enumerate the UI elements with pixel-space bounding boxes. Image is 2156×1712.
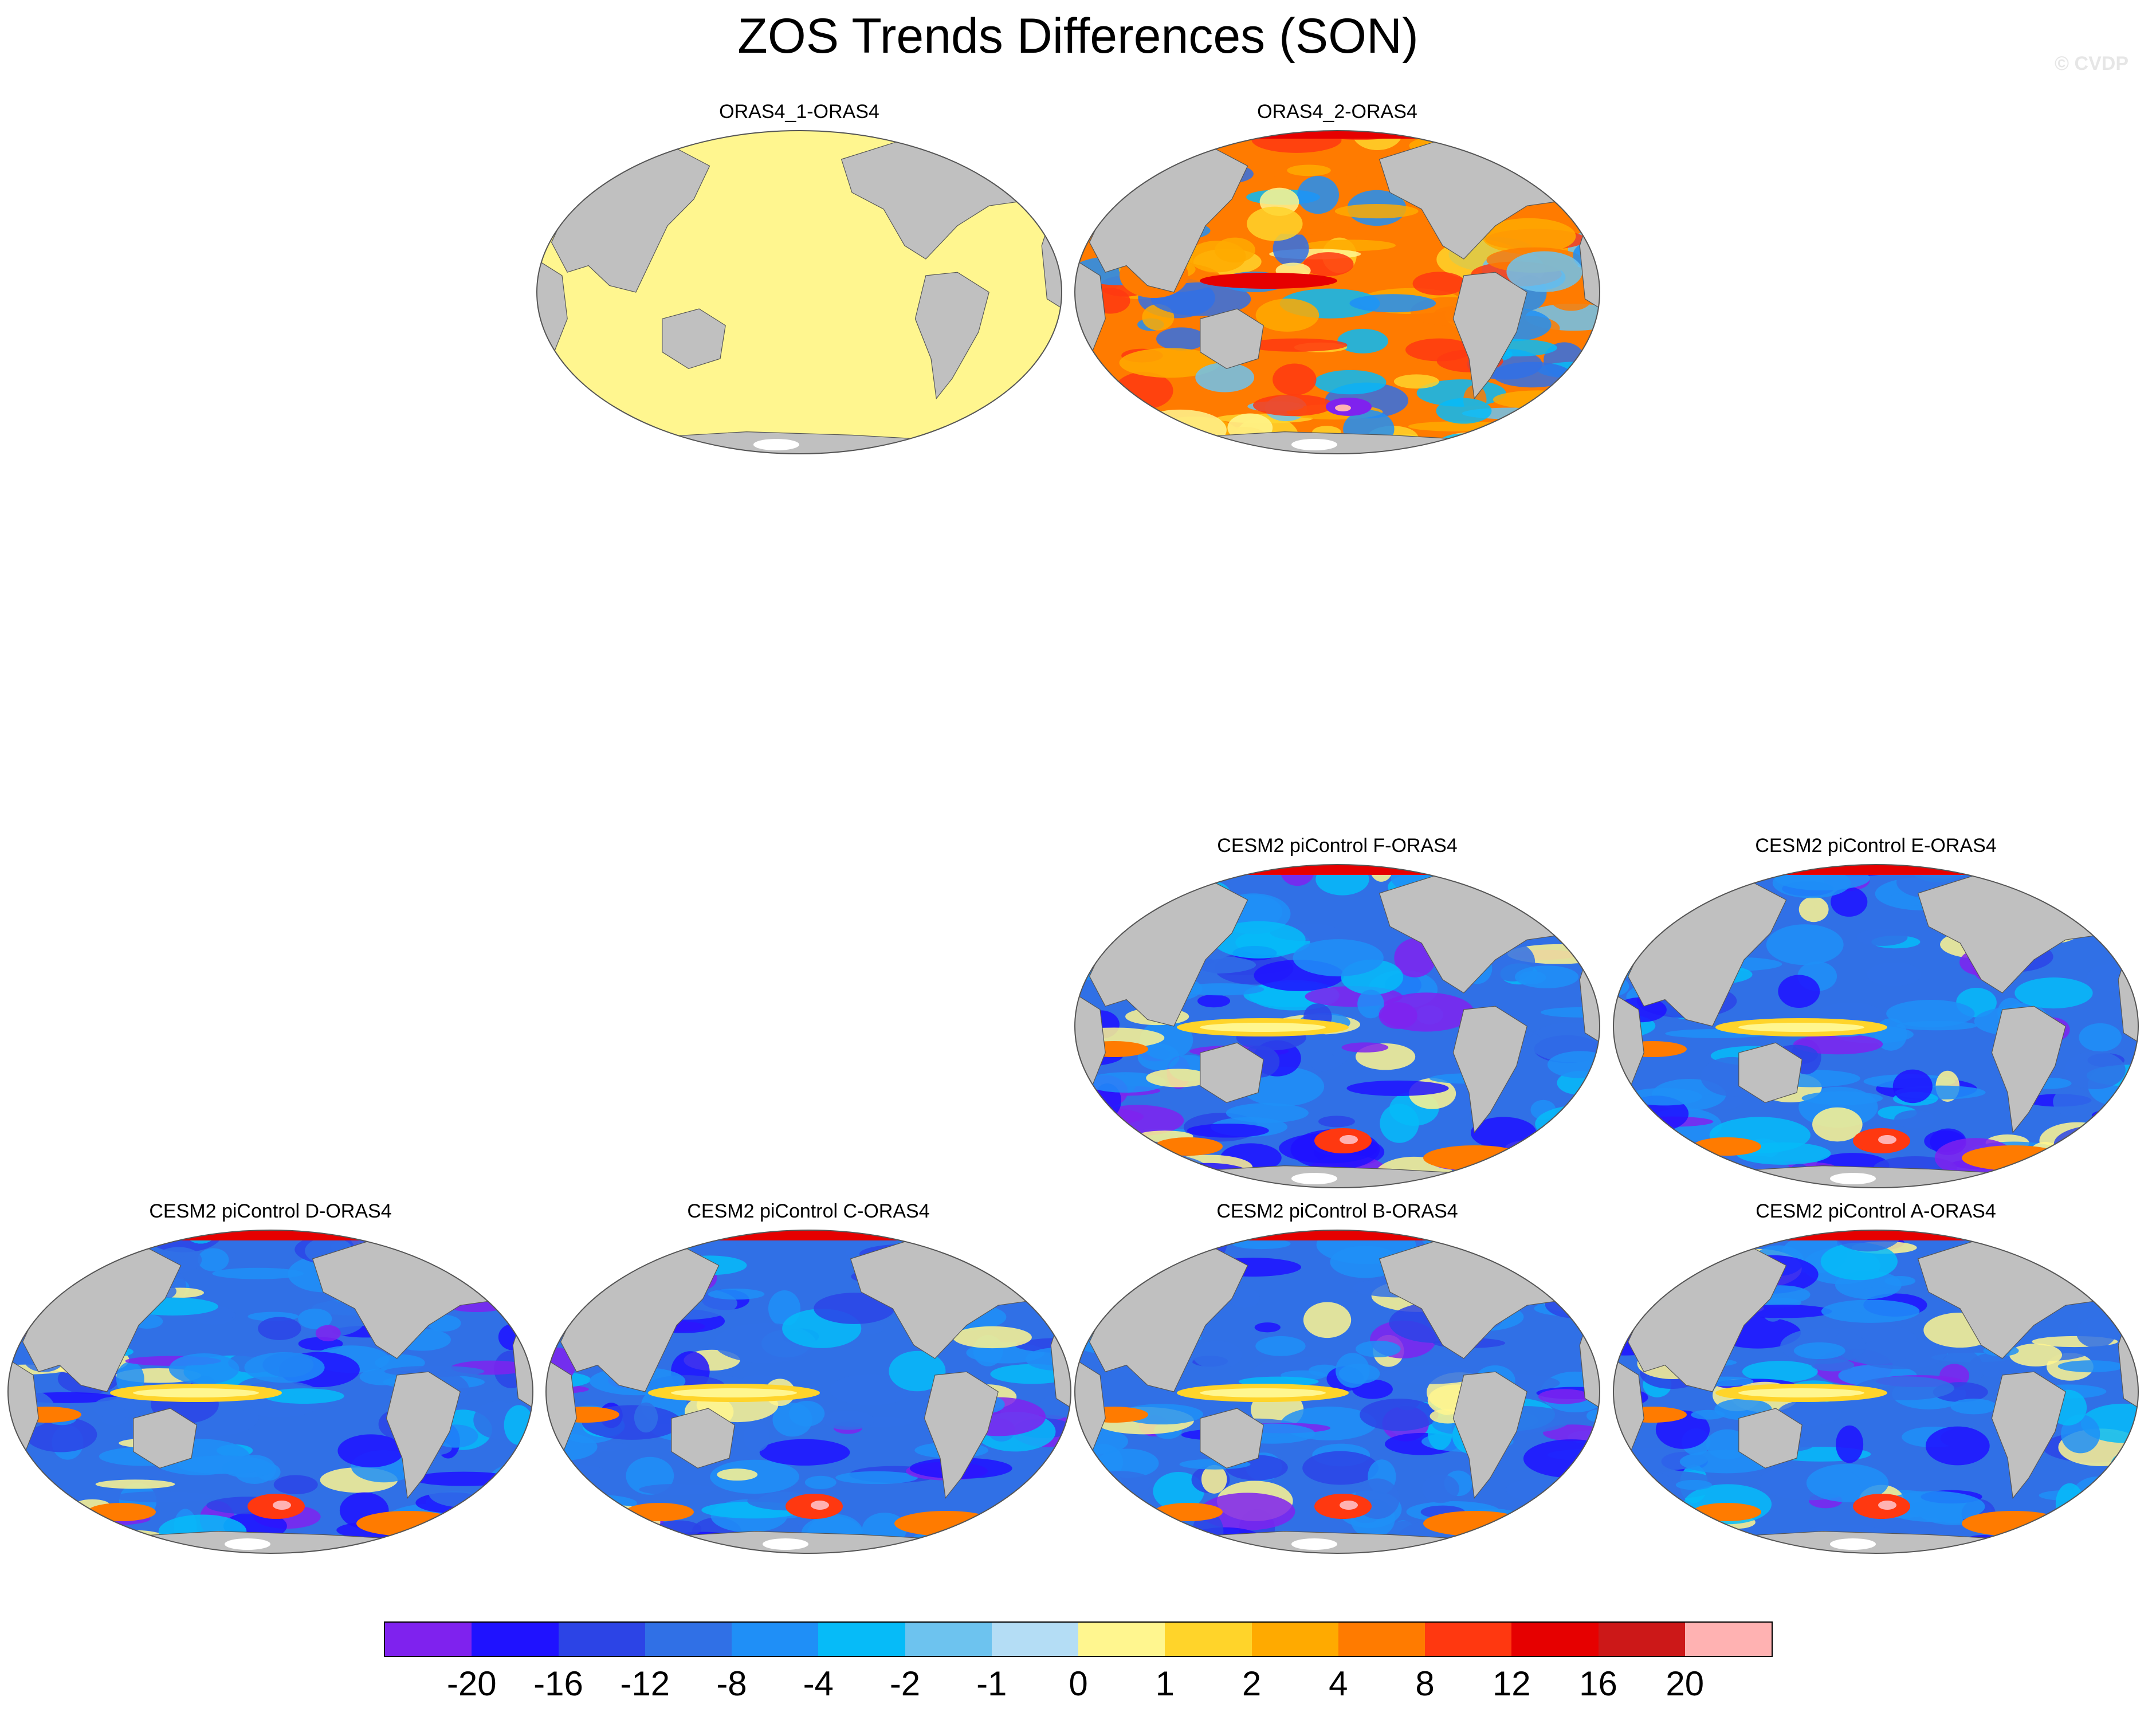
- colorbar-box: [1425, 1623, 1512, 1656]
- panel-title: ORAS4_1-ORAS4: [719, 101, 879, 123]
- world-map: [545, 1230, 1071, 1554]
- map-panel-cesm2-d: CESM2 piControl D-ORAS4: [7, 1200, 534, 1561]
- map-panel-oras4-1: ORAS4_1-ORAS4: [536, 101, 1063, 462]
- world-map: [1074, 864, 1600, 1188]
- map-panel-cesm2-e: CESM2 piControl E-ORAS4: [1612, 835, 2139, 1196]
- colorbar-tick-label: -12: [620, 1664, 670, 1703]
- map-panel-cesm2-a: CESM2 piControl A-ORAS4: [1612, 1200, 2139, 1561]
- panel-title: CESM2 piControl C-ORAS4: [687, 1200, 930, 1222]
- colorbar-tick-label: -8: [716, 1664, 747, 1703]
- world-map: [1613, 864, 2139, 1188]
- colorbar-tick-label: -20: [446, 1664, 497, 1703]
- colorbar-box: [818, 1623, 905, 1656]
- colorbar-tick-label: -4: [803, 1664, 834, 1703]
- colorbar-box: [1251, 1623, 1338, 1656]
- colorbar: [384, 1621, 1773, 1657]
- colorbar-labels: -20 -16 -12 -8 -4 -2 -1 0 1 2 4 8 12 16 20: [0, 1664, 2156, 1710]
- colorbar-tick-label: 4: [1329, 1664, 1348, 1703]
- colorbar-tick-label: -2: [889, 1664, 921, 1703]
- colorbar-box: [385, 1623, 472, 1656]
- colorbar-box: [905, 1623, 992, 1656]
- colorbar-tick-label: 12: [1492, 1664, 1531, 1703]
- colorbar-box: [1078, 1623, 1165, 1656]
- world-map: [1613, 1230, 2139, 1554]
- panel-title: CESM2 piControl E-ORAS4: [1755, 835, 1997, 857]
- world-map: [536, 130, 1062, 454]
- panel-title: ORAS4_2-ORAS4: [1257, 101, 1417, 123]
- map-panel-cesm2-b: CESM2 piControl B-ORAS4: [1074, 1200, 1601, 1561]
- colorbar-tick-label: -16: [533, 1664, 583, 1703]
- colorbar-tick-label: 20: [1666, 1664, 1705, 1703]
- colorbar-box: [1598, 1623, 1685, 1656]
- colorbar-box: [732, 1623, 819, 1656]
- colorbar-box: [1165, 1623, 1252, 1656]
- world-map: [1074, 130, 1600, 454]
- panel-title: CESM2 piControl A-ORAS4: [1756, 1200, 1996, 1222]
- colorbar-box: [1511, 1623, 1599, 1656]
- colorbar-tick-label: 16: [1579, 1664, 1617, 1703]
- colorbar-box: [645, 1623, 732, 1656]
- colorbar-box: [991, 1623, 1078, 1656]
- panel-title: CESM2 piControl F-ORAS4: [1217, 835, 1458, 857]
- colorbar-tick-label: -1: [976, 1664, 1007, 1703]
- map-panel-oras4-2: ORAS4_2-ORAS4: [1074, 101, 1601, 462]
- colorbar-tick-label: 2: [1242, 1664, 1262, 1703]
- world-map: [1074, 1230, 1600, 1554]
- colorbar-tick-label: 0: [1069, 1664, 1088, 1703]
- figure-title: ZOS Trends Differences (SON): [737, 9, 1419, 64]
- colorbar-box: [1684, 1623, 1772, 1656]
- colorbar-tick-label: 1: [1155, 1664, 1175, 1703]
- watermark: © CVDP: [2055, 53, 2128, 74]
- colorbar-box: [472, 1623, 559, 1656]
- panel-title: CESM2 piControl D-ORAS4: [149, 1200, 392, 1222]
- colorbar-box: [558, 1623, 645, 1656]
- world-map: [7, 1230, 533, 1554]
- panel-title: CESM2 piControl B-ORAS4: [1216, 1200, 1458, 1222]
- colorbar-box: [1338, 1623, 1425, 1656]
- colorbar-tick-label: 8: [1415, 1664, 1435, 1703]
- map-panel-cesm2-f: CESM2 piControl F-ORAS4: [1074, 835, 1601, 1196]
- map-panel-cesm2-c: CESM2 piControl C-ORAS4: [545, 1200, 1072, 1561]
